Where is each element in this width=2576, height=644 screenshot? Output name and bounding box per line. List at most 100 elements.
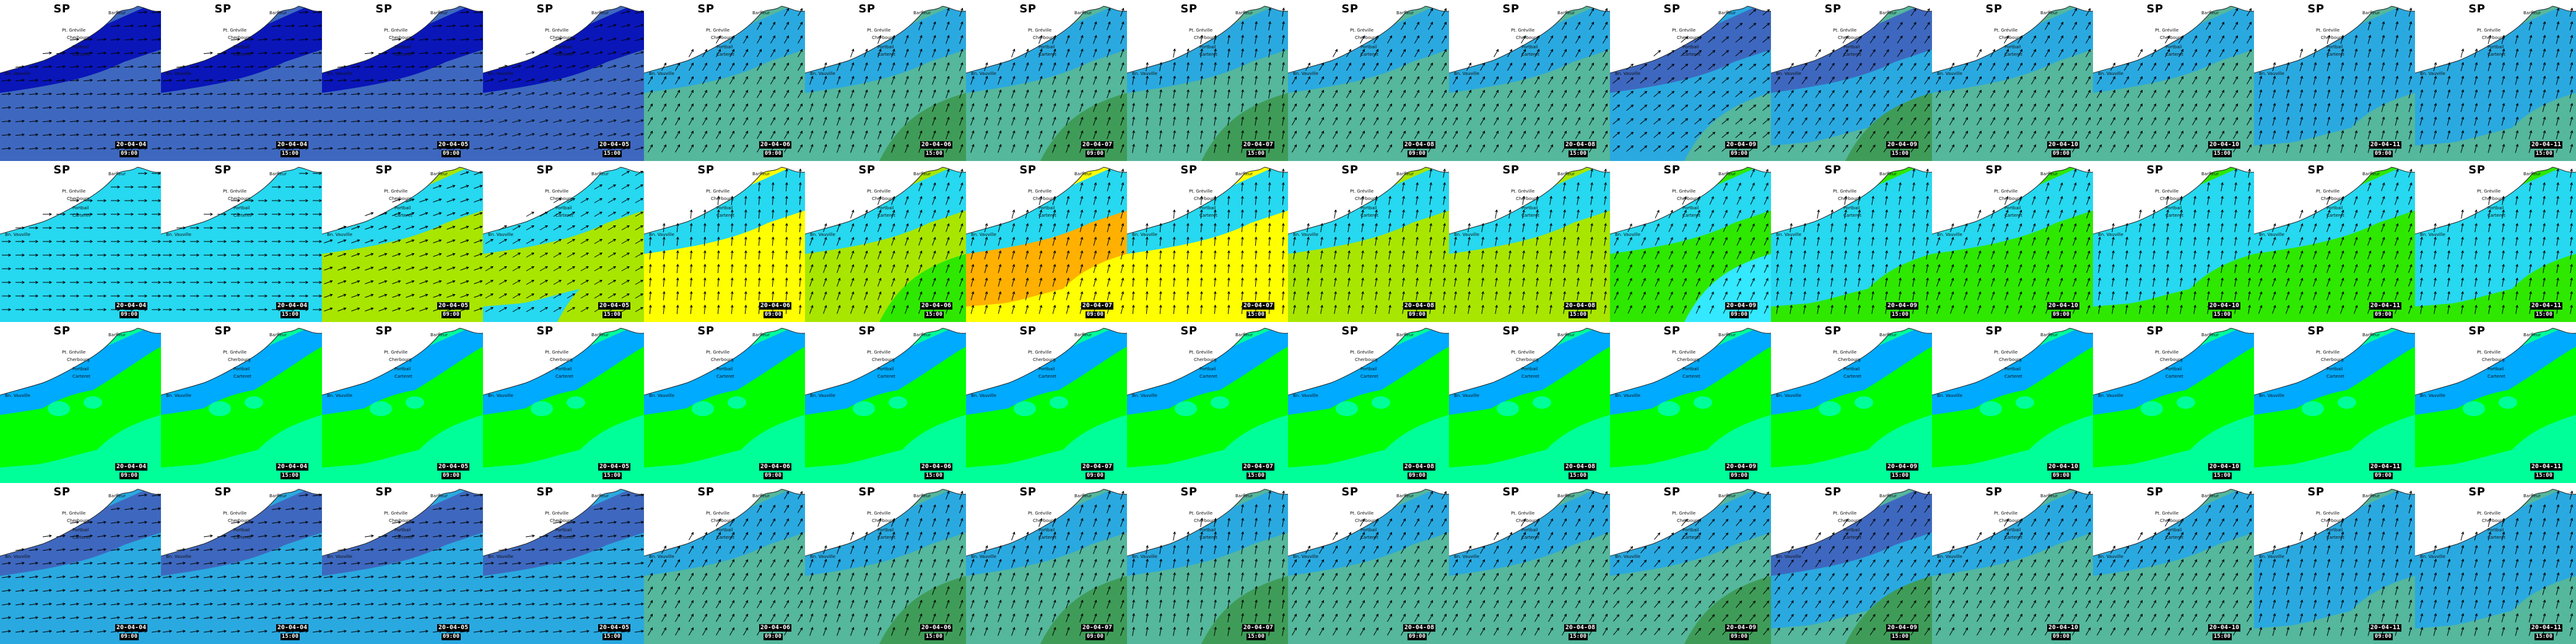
vector-arrow — [2031, 90, 2036, 98]
vector-arrow-head — [466, 294, 469, 297]
map-frame-tile[interactable]: SP Barfleur Pt. Gréville Cherbourg Portbail C… — [2254, 0, 2415, 161]
vector-arrow — [635, 38, 643, 41]
map-frame-tile[interactable]: SP Barfleur Pt. Gréville Cherbourg Portbail C… — [1610, 0, 1771, 161]
vector-arrow-head — [117, 106, 121, 110]
vector-arrow-head — [865, 89, 868, 93]
vector-arrow — [1788, 144, 1794, 153]
vector-arrow — [1241, 49, 1243, 58]
vector-arrow-head — [1978, 49, 1982, 52]
vector-arrow — [823, 76, 827, 85]
vector-arrow — [1708, 118, 1715, 124]
place-label: Carteret — [1682, 52, 1700, 57]
vector-arrow-head — [2409, 130, 2413, 134]
map-frame-tile[interactable]: SP Barfleur Pt. Gréville Cherbourg Portbail C… — [805, 161, 966, 322]
vector-arrow-head — [1832, 117, 1835, 121]
vector-arrow-head — [1053, 130, 1056, 134]
vector-arrow — [1897, 90, 1903, 98]
vector-arrow-head — [210, 65, 214, 69]
vector-arrow — [56, 134, 66, 136]
vector-arrow — [594, 38, 603, 41]
vector-arrow-head — [1938, 144, 1941, 147]
vector-arrow — [784, 76, 789, 85]
vector-arrow-head — [518, 146, 521, 150]
vector-arrow — [661, 76, 666, 85]
vector-arrow-head — [1282, 144, 1285, 147]
vector-arrow-head — [716, 277, 720, 281]
vector-arrow — [2354, 35, 2357, 44]
vector-arrow-head — [357, 147, 361, 150]
vector-arrow — [731, 277, 733, 287]
vector-arrow-head — [1523, 117, 1526, 120]
map-frame-tile[interactable]: SP Barfleur Pt. Gréville Cherbourg Portbail C… — [805, 0, 966, 161]
vector-arrow-head — [2286, 76, 2290, 79]
vector-arrow-head — [90, 120, 94, 123]
map-frame-tile[interactable]: SP Barfleur Pt. Gréville Cherbourg Portbail C… — [1127, 0, 1288, 161]
map-frame-tile[interactable]: SP Barfleur Pt. Gréville Cherbourg Portbail C… — [161, 161, 322, 322]
vector-arrow-head — [2409, 144, 2413, 147]
place-label: Carteret — [1199, 52, 1217, 57]
vector-arrow — [137, 25, 147, 27]
vector-arrow — [2408, 76, 2412, 85]
vector-arrow — [1589, 76, 1594, 85]
vector-arrow — [2381, 35, 2385, 44]
vector-arrow-head — [1791, 76, 1794, 80]
vector-arrow-head — [384, 239, 388, 242]
vector-arrow-head — [103, 240, 107, 243]
map-frame-tile[interactable]: SP Barfleur Pt. Gréville Cherbourg Portbail C… — [161, 0, 322, 161]
vector-arrow-head — [49, 253, 53, 257]
vector-arrow-head — [1403, 103, 1406, 107]
vector-arrow — [1815, 49, 1821, 58]
map-frame-tile[interactable]: SP Barfleur Pt. Gréville Cherbourg Portbail C… — [0, 0, 161, 161]
map-frame-tile[interactable]: SP Barfleur Pt. Gréville Cherbourg Portbail C… — [966, 161, 1127, 322]
map-frame-tile[interactable]: SP Barfleur Pt. Gréville Cherbourg Portbail C… — [483, 161, 644, 322]
map-frame-tile[interactable]: SP Barfleur Pt. Gréville Cherbourg Portbail C… — [1449, 0, 1610, 161]
vector-arrow — [621, 280, 630, 285]
vector-arrow — [580, 266, 589, 271]
vector-arrow-head — [412, 106, 416, 110]
vector-arrow-head — [2368, 89, 2372, 93]
vector-arrow-head — [906, 305, 909, 308]
vector-arrow-head — [703, 209, 707, 212]
vector-arrow — [553, 79, 562, 82]
map-frame-tile[interactable]: SP Barfleur Pt. Gréville Cherbourg Portbail C… — [966, 0, 1127, 161]
vector-arrow-head — [22, 240, 25, 243]
vector-arrow — [2219, 63, 2224, 71]
vector-arrow-head — [933, 237, 936, 240]
vector-arrow — [891, 49, 895, 58]
vector-arrow — [392, 253, 401, 257]
vector-arrow — [2556, 49, 2559, 58]
vector-arrow — [2340, 63, 2344, 71]
map-frame-tile[interactable]: SP Barfleur Pt. Gréville Cherbourg Portbail C… — [483, 0, 644, 161]
vector-arrow — [1480, 117, 1485, 126]
vector-arrow-head — [906, 103, 909, 107]
vector-arrow — [553, 280, 562, 285]
map-frame-tile[interactable]: SP Barfleur Pt. Gréville Cherbourg Portbail C… — [1771, 0, 1932, 161]
vector-arrow-head — [1389, 49, 1393, 52]
vector-arrow-head — [183, 79, 186, 82]
map-frame-tile[interactable]: SP Barfleur Pt. Gréville Cherbourg Portbail C… — [1288, 0, 1449, 161]
map-frame-tile[interactable]: SP Barfleur Pt. Gréville Cherbourg Portbail C… — [2415, 0, 2576, 161]
vector-arrow — [918, 224, 922, 232]
vector-arrow-head — [545, 266, 548, 269]
map-frame-tile[interactable]: SP Barfleur Pt. Gréville Cherbourg Portbail C… — [644, 0, 805, 161]
vector-arrow-head — [237, 120, 241, 123]
place-label: Barfleur — [1718, 11, 1736, 15]
vector-arrow — [553, 225, 562, 230]
vector-arrow — [998, 144, 1001, 153]
vector-arrow — [1534, 131, 1539, 139]
map-frame-tile[interactable]: SP Barfleur Pt. Gréville Cherbourg Portbail C… — [322, 0, 483, 161]
map-frame-tile[interactable]: SP Barfleur Pt. Gréville Cherbourg Portbail C… — [644, 161, 805, 322]
vector-arrow — [567, 92, 575, 96]
map-frame-tile[interactable]: SP Barfleur Pt. Gréville Cherbourg Portbail C… — [2093, 0, 2254, 161]
map-frame-tile[interactable]: SP Barfleur Pt. Gréville Cherbourg Portbail C… — [0, 161, 161, 322]
place-label: Pt. Gréville — [62, 28, 86, 33]
map-frame-tile[interactable]: SP Barfleur Pt. Gréville Cherbourg Portbail C… — [322, 161, 483, 322]
land-mass — [0, 0, 161, 73]
vector-arrow-head — [2570, 48, 2574, 52]
vector-arrow-head — [319, 172, 322, 175]
vector-arrow-head — [1564, 131, 1567, 134]
map-frame-tile[interactable]: SP Barfleur Pt. Gréville Cherbourg Portbail C… — [1932, 0, 2093, 161]
vector-arrow-head — [704, 49, 708, 52]
vector-arrow-head — [2087, 131, 2091, 134]
vector-arrow — [809, 90, 813, 98]
